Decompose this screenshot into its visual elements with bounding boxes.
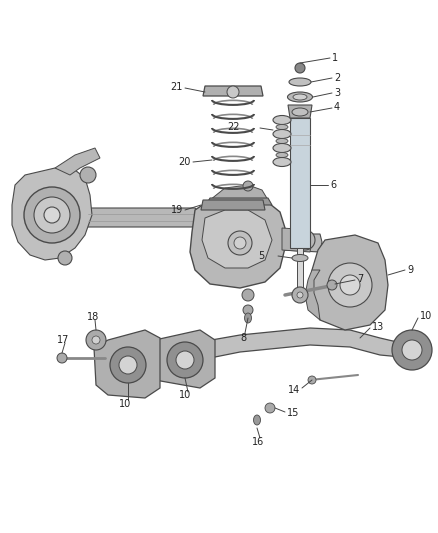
Ellipse shape — [276, 139, 288, 143]
Polygon shape — [305, 270, 320, 320]
Circle shape — [34, 197, 70, 233]
Text: 18: 18 — [87, 312, 99, 322]
Circle shape — [119, 356, 137, 374]
Ellipse shape — [273, 157, 291, 166]
Text: 4: 4 — [334, 102, 340, 112]
Text: 2: 2 — [334, 73, 340, 83]
Circle shape — [243, 305, 253, 315]
Ellipse shape — [276, 125, 288, 130]
Text: 10: 10 — [119, 399, 131, 409]
Circle shape — [265, 403, 275, 413]
Text: 16: 16 — [252, 437, 264, 447]
Ellipse shape — [287, 92, 312, 102]
Polygon shape — [310, 235, 388, 330]
Text: 19: 19 — [171, 205, 183, 215]
Polygon shape — [190, 196, 285, 288]
Circle shape — [80, 167, 96, 183]
Polygon shape — [12, 168, 92, 260]
Polygon shape — [210, 185, 268, 200]
Ellipse shape — [244, 313, 251, 323]
Text: 10: 10 — [420, 311, 432, 321]
Ellipse shape — [273, 143, 291, 152]
Circle shape — [58, 251, 72, 265]
Circle shape — [234, 237, 246, 249]
Bar — [290, 118, 310, 248]
Text: 17: 17 — [57, 335, 69, 345]
Polygon shape — [94, 330, 160, 398]
Text: 8: 8 — [240, 333, 246, 343]
Polygon shape — [145, 330, 215, 388]
Circle shape — [392, 330, 432, 370]
Polygon shape — [282, 228, 312, 252]
Circle shape — [243, 181, 253, 191]
Circle shape — [110, 347, 146, 383]
Ellipse shape — [293, 94, 307, 100]
Polygon shape — [82, 208, 200, 227]
Text: 14: 14 — [288, 385, 300, 395]
Polygon shape — [203, 86, 263, 96]
Circle shape — [308, 376, 316, 384]
Text: 21: 21 — [171, 82, 183, 92]
Ellipse shape — [254, 415, 261, 425]
Circle shape — [167, 342, 203, 378]
Polygon shape — [165, 328, 412, 372]
Bar — [297, 248, 303, 288]
Circle shape — [300, 235, 310, 245]
Text: 7: 7 — [357, 274, 363, 284]
Polygon shape — [202, 210, 272, 268]
Circle shape — [227, 86, 239, 98]
Text: 9: 9 — [407, 265, 413, 275]
Ellipse shape — [292, 108, 308, 116]
Ellipse shape — [273, 116, 291, 125]
Circle shape — [340, 275, 360, 295]
Circle shape — [44, 207, 60, 223]
Circle shape — [176, 351, 194, 369]
Circle shape — [295, 230, 315, 250]
Circle shape — [57, 353, 67, 363]
Circle shape — [86, 330, 106, 350]
Text: 5: 5 — [258, 251, 264, 261]
Polygon shape — [288, 105, 312, 118]
Text: 20: 20 — [179, 157, 191, 167]
Circle shape — [242, 289, 254, 301]
Ellipse shape — [292, 254, 308, 262]
Polygon shape — [282, 234, 322, 252]
Text: 15: 15 — [287, 408, 300, 418]
Polygon shape — [55, 148, 100, 175]
Polygon shape — [201, 200, 265, 210]
Circle shape — [327, 280, 337, 290]
Circle shape — [92, 336, 100, 344]
Text: 1: 1 — [332, 53, 338, 63]
Circle shape — [292, 287, 308, 303]
Text: 6: 6 — [330, 180, 336, 190]
Text: 13: 13 — [372, 322, 384, 332]
Text: 10: 10 — [179, 390, 191, 400]
Circle shape — [297, 292, 303, 298]
Text: 3: 3 — [334, 88, 340, 98]
Circle shape — [328, 263, 372, 307]
Ellipse shape — [289, 78, 311, 86]
Ellipse shape — [273, 130, 291, 139]
Text: 22: 22 — [227, 122, 240, 132]
Polygon shape — [206, 198, 272, 205]
Ellipse shape — [276, 152, 288, 157]
Circle shape — [295, 63, 305, 73]
Circle shape — [402, 340, 422, 360]
Circle shape — [24, 187, 80, 243]
Circle shape — [228, 231, 252, 255]
